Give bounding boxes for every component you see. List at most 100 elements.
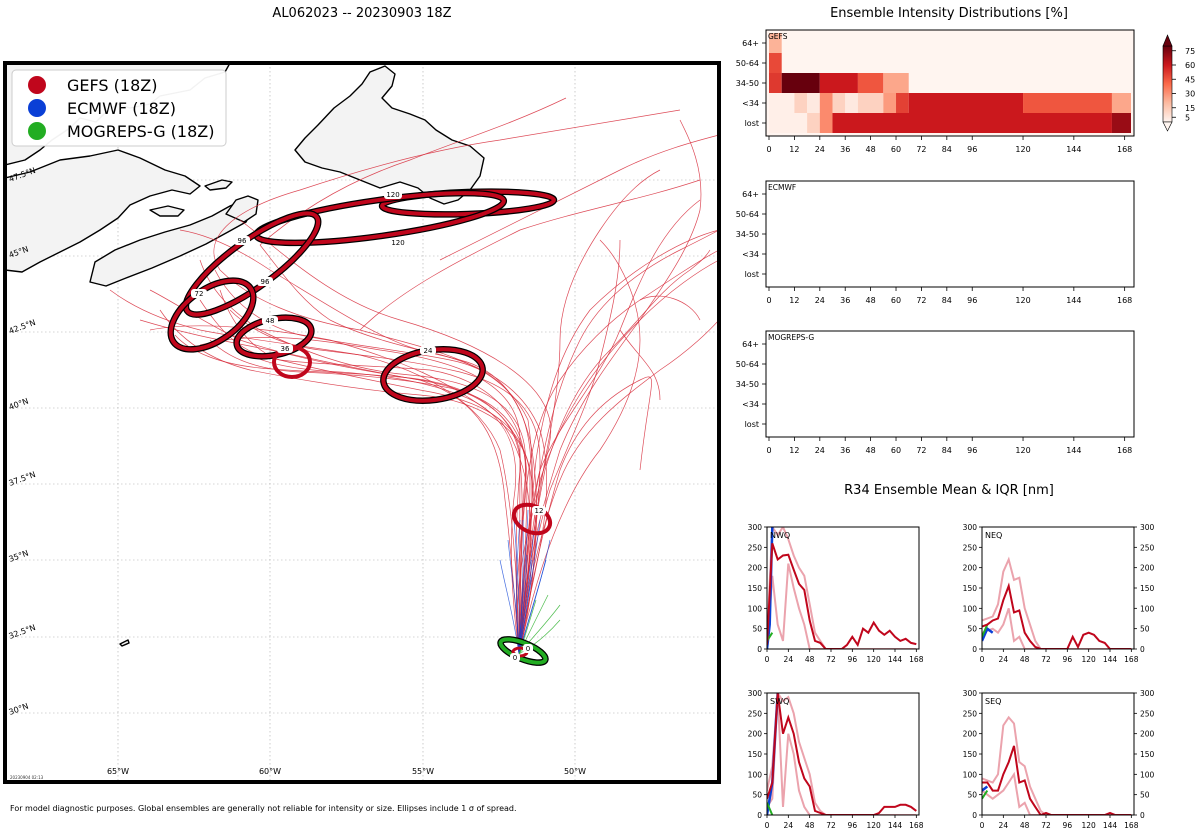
r34-series xyxy=(767,527,917,649)
x-tick-label: 0 xyxy=(766,296,771,305)
x-tick-label: 0 xyxy=(765,655,770,664)
lon-label: 55°W xyxy=(412,767,434,776)
heatmap-cell xyxy=(807,93,820,113)
x-tick-label: 72 xyxy=(916,145,926,154)
heatmap-cell xyxy=(819,73,858,93)
x-tick-label: 48 xyxy=(805,655,815,664)
y-tick-label-right: 0 xyxy=(1140,645,1145,654)
x-tick-label: 0 xyxy=(980,655,985,664)
x-tick-label: 24 xyxy=(784,821,794,830)
quadrant-label: NEQ xyxy=(985,531,1002,540)
heatmap-cell xyxy=(1111,113,1131,133)
heatmap-cell xyxy=(807,113,820,133)
y-tick-label: 50-64 xyxy=(736,360,759,369)
x-tick-label: 96 xyxy=(848,655,858,664)
y-tick-label: 200 xyxy=(963,564,978,573)
legend-label-gefs: GEFS (18Z) xyxy=(67,76,157,95)
y-tick-label: 34-50 xyxy=(736,230,759,239)
map-frame xyxy=(3,61,721,784)
intensity-panels: 64+ 50-64 34-50 <34 lost GEFS 0 12 24 36 48 60 72 84 9… xyxy=(736,29,1135,455)
y-tick-label: 150 xyxy=(748,584,763,593)
panel-label: ECMWF xyxy=(768,183,796,192)
heatmap-cell xyxy=(819,93,833,113)
quadrant-label: SWQ xyxy=(770,697,789,706)
x-tick-label: 72 xyxy=(1041,821,1051,830)
iqr-low-line xyxy=(982,771,1132,815)
y-tick-label: 300 xyxy=(748,523,763,532)
r34-series xyxy=(982,715,1132,815)
heatmap-cell xyxy=(769,53,782,73)
y-tick-label-right: 100 xyxy=(1140,770,1155,779)
heatmap-cell xyxy=(769,73,782,93)
heatmap-frame xyxy=(765,180,1135,288)
r34-panel-nwq: NWQ 0 24 48 72 96 120 144 168 0 50 100 150 200 250 300 xyxy=(748,523,924,664)
y-tick-label-right: 300 xyxy=(1140,523,1155,532)
x-tick-label: 36 xyxy=(840,446,850,455)
heatmap-cell xyxy=(794,93,808,113)
gefs-mean-line xyxy=(767,693,917,815)
y-tick-label: 100 xyxy=(748,770,763,779)
gefs-mean-line xyxy=(982,745,1132,815)
colorbar-tick-label: 30 xyxy=(1185,90,1195,99)
x-tick-label: 60 xyxy=(891,145,901,154)
y-tick-label-right: 250 xyxy=(1140,543,1155,552)
x-tick-label: 96 xyxy=(967,145,977,154)
legend-marker-gefs xyxy=(28,76,46,94)
y-tick-label: 0 xyxy=(972,645,977,654)
y-tick-label: 64+ xyxy=(742,340,759,349)
ellipse-label: 12 xyxy=(535,507,544,515)
r34-panel-swq: SWQ 0 24 48 72 96 120 144 168 0 50 100 150 200 250 300 xyxy=(748,689,924,830)
ellipse-label: 0 xyxy=(513,654,517,662)
y-tick-label: 0 xyxy=(757,645,762,654)
x-tick-label: 24 xyxy=(999,655,1009,664)
x-tick-label: 144 xyxy=(888,821,903,830)
ellipse-labels: 120 120 96 96 72 48 36 24 12 0 0 xyxy=(191,190,546,662)
heatmap-frame xyxy=(765,29,1135,137)
y-tick-label-right: 0 xyxy=(1140,811,1145,820)
x-tick-label: 24 xyxy=(815,145,825,154)
x-tick-label: 12 xyxy=(789,446,799,455)
ellipse-mogreps-0 xyxy=(498,637,548,665)
y-tick-label: 34-50 xyxy=(736,79,759,88)
r34-frame xyxy=(766,692,920,816)
x-tick-label: 48 xyxy=(1020,655,1030,664)
x-tick-label: 72 xyxy=(1041,655,1051,664)
heatmap-cell xyxy=(832,113,1112,133)
y-tick-label-right: 300 xyxy=(1140,689,1155,698)
heatmap-cell xyxy=(896,93,909,113)
heatmap-cell xyxy=(769,93,795,113)
mogreps-tracks xyxy=(518,594,561,655)
lon-label: 50°W xyxy=(564,767,586,776)
x-tick-label: 168 xyxy=(909,655,924,664)
gefs-mean-line xyxy=(982,582,1132,649)
x-tick-label: 60 xyxy=(891,446,901,455)
y-tick-label: 34-50 xyxy=(736,380,759,389)
y-tick-label-right: 50 xyxy=(1140,625,1150,634)
lon-label: 65°W xyxy=(107,767,129,776)
quebec-gaspe xyxy=(5,149,201,273)
mogreps-mean-line xyxy=(982,790,989,800)
ellipse-label: 24 xyxy=(424,347,433,355)
heatmap-cell xyxy=(832,93,846,113)
intensity-panel-gefs: 64+ 50-64 34-50 <34 lost GEFS 0 12 24 36 48 60 72 84 9… xyxy=(736,29,1135,154)
legend-marker-mogreps xyxy=(28,122,46,140)
x-tick-label: 96 xyxy=(848,821,858,830)
x-tick-label: 24 xyxy=(815,446,825,455)
y-tick-label-right: 50 xyxy=(1140,791,1150,800)
x-tick-label: 24 xyxy=(999,821,1009,830)
ellipse-label: 96 xyxy=(238,237,247,245)
x-tick-label: 168 xyxy=(1117,446,1132,455)
y-tick-label-right: 200 xyxy=(1140,730,1155,739)
y-tick-label: 0 xyxy=(972,811,977,820)
x-tick-label: 120 xyxy=(1015,145,1030,154)
legend-box xyxy=(11,69,227,147)
heatmap-cell xyxy=(1111,93,1131,113)
y-tick-label: 50 xyxy=(967,625,977,634)
y-tick-label-right: 150 xyxy=(1140,584,1155,593)
y-tick-label: 200 xyxy=(748,564,763,573)
iqr-high-line xyxy=(982,556,1042,649)
heatmap-cell xyxy=(845,93,858,113)
y-tick-label: 100 xyxy=(963,770,978,779)
